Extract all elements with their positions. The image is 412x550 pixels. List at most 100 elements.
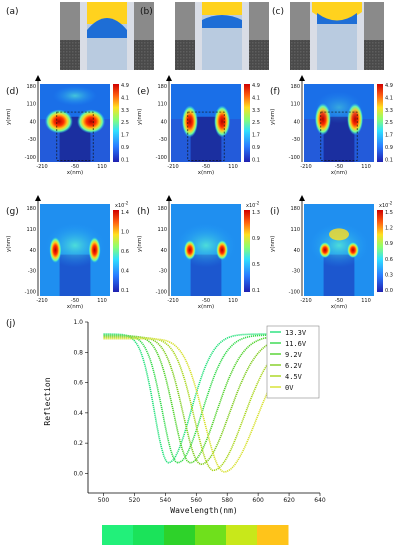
colorbar-tick: 0.6 — [121, 249, 129, 255]
absorption-map-i: (i) 180 110 40 -30 -100 y(nm) -210 -50 110 x(nm) x1… — [270, 195, 393, 310]
x-tick-label: -210 — [36, 164, 47, 170]
y-tick-label: -30 — [292, 269, 300, 275]
y-tick-label: 0.2 — [73, 440, 83, 447]
legend-entry: 4.5V — [285, 373, 303, 381]
absorption-map-row: (g) 180 110 40 -30 -100 y(nm) -210 -50 110 x(nm) x1… — [6, 195, 393, 310]
y-axis-label: y(nm) — [6, 109, 12, 125]
panel-label-a: (a) — [6, 7, 19, 17]
colorbar-exponent: x10-2 — [379, 201, 393, 210]
y-tick-label: 110 — [26, 102, 36, 108]
colorbar-tick: 1.2 — [385, 226, 393, 232]
x-tick-label: 110 — [97, 164, 107, 170]
y-tick-label: 180 — [157, 84, 167, 90]
y-tick-label: 110 — [157, 102, 167, 108]
y-tick-label: -100 — [289, 290, 300, 296]
y-tick-label: -30 — [292, 137, 300, 143]
colorbar-exponent: x10-2 — [246, 201, 260, 210]
y-tick-label: 180 — [26, 84, 36, 90]
x-tick-label: -210 — [36, 298, 47, 304]
colorbar-tick: 0.1 — [385, 157, 393, 163]
colorbar-tick: 2.5 — [252, 120, 260, 126]
panel-label-j: (j) — [6, 319, 16, 329]
x-tick-label: 110 — [361, 164, 371, 170]
x-axis-label: Wavelength(nm) — [170, 506, 237, 515]
y-tick-label: -30 — [28, 137, 36, 143]
absorption-map-h: (h) 180 110 40 -30 -100 y(nm) -210 -50 110 x(nm) x1… — [137, 195, 260, 310]
series-line-5 — [103, 337, 292, 473]
panel-label-f: (f) — [270, 87, 280, 97]
colorbar-tick: 1.7 — [121, 133, 129, 139]
x-tick-label: -210 — [300, 164, 311, 170]
y-tick-label: 180 — [26, 206, 36, 212]
y-tick-label: 110 — [290, 102, 300, 108]
legend-entry: 11.6V — [285, 340, 307, 348]
x-axis-label: x(nm) — [331, 170, 347, 176]
colorbar-tick: 0.1 — [121, 288, 129, 294]
x-tick-label: -50 — [71, 298, 79, 304]
y-tick-label: 40 — [30, 119, 36, 125]
colorbar-tick: 0.9 — [252, 145, 260, 151]
x-tick-label: 560 — [191, 497, 203, 504]
y-tick-label: -100 — [289, 155, 300, 161]
panel-c: (c) — [272, 2, 384, 70]
x-tick-label: 620 — [283, 497, 295, 504]
colorbar-tick: 1.7 — [385, 133, 393, 139]
x-tick-label: 110 — [228, 164, 238, 170]
y-tick-label: 110 — [157, 227, 167, 233]
series-line-3 — [103, 335, 292, 466]
colorbar-tick: 0.1 — [252, 288, 260, 294]
voltage-color-strip — [102, 525, 289, 545]
colorbar-tick: 2.5 — [121, 120, 129, 126]
x-tick-label: 580 — [221, 497, 233, 504]
series-line-4 — [103, 336, 292, 472]
x-tick-label: 110 — [361, 298, 371, 304]
colorbar-tick: 0.9 — [385, 145, 393, 151]
color-swatch — [226, 525, 258, 545]
x-axis-label: x(nm) — [67, 170, 83, 176]
colorbar-tick: 3.3 — [385, 108, 393, 114]
color-swatch — [133, 525, 165, 545]
series-line-1 — [103, 334, 292, 464]
x-tick-label: 110 — [228, 298, 238, 304]
y-axis-label: y(nm) — [137, 109, 143, 125]
field-map-f: (f) 180 110 40 -30 -100 y(nm) -210 -50 110 x(nm) 4.… — [270, 75, 393, 176]
colorbar-tick: 0.3 — [385, 272, 393, 278]
y-tick-label: 110 — [26, 227, 36, 233]
y-tick-label: 0.4 — [73, 410, 83, 417]
colorbar-tick: 1.3 — [252, 210, 260, 216]
y-tick-label: 40 — [294, 119, 300, 125]
x-axis-label: x(nm) — [67, 304, 83, 310]
panel-label-i: (i) — [270, 207, 280, 217]
x-tick-label: -50 — [202, 298, 210, 304]
y-tick-label: 180 — [290, 206, 300, 212]
y-axis-label: Reflection — [43, 377, 52, 425]
y-tick-label: 0.6 — [73, 380, 83, 387]
colorbar-tick: 4.1 — [252, 95, 260, 101]
y-tick-label: -30 — [28, 269, 36, 275]
panel-b: (b) — [140, 2, 269, 70]
panel-label-h: (h) — [137, 207, 150, 217]
y-tick-label: 40 — [161, 248, 167, 254]
panel-label-d: (d) — [6, 87, 19, 97]
colorbar-tick: 2.5 — [385, 120, 393, 126]
y-axis-label: y(nm) — [137, 236, 143, 252]
y-tick-label: -30 — [159, 137, 167, 143]
x-tick-label: 520 — [129, 497, 141, 504]
y-tick-label: 40 — [294, 248, 300, 254]
colorbar-tick: 4.9 — [385, 83, 393, 89]
colorbar-tick: 0.1 — [121, 157, 129, 163]
legend-entry: 9.2V — [285, 351, 303, 359]
x-axis-label: x(nm) — [331, 304, 347, 310]
colorbar-tick: 1.5 — [385, 210, 393, 216]
x-tick-label: -210 — [300, 298, 311, 304]
y-axis-label: y(nm) — [6, 236, 12, 252]
colorbar-tick: 4.9 — [121, 83, 129, 89]
color-swatch — [164, 525, 196, 545]
legend-entry: 0V — [285, 384, 294, 392]
colorbar-tick: 0.4 — [121, 269, 129, 275]
colorbar-tick: 0.9 — [121, 145, 129, 151]
y-tick-label: -100 — [156, 155, 167, 161]
x-tick-label: -50 — [71, 164, 79, 170]
chart-series — [103, 333, 292, 473]
